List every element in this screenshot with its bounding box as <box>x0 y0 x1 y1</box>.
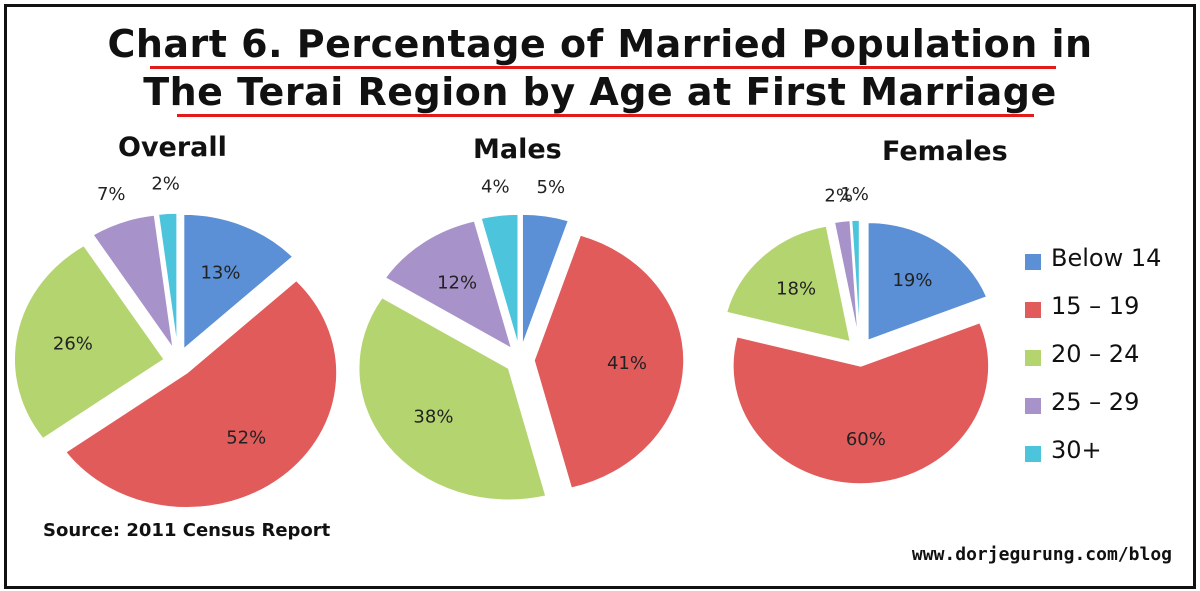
pie-males: 5% 41% 38% 12% 4% <box>357 176 685 501</box>
title-underline-2 <box>177 114 1034 117</box>
legend-label-20-24: 20 – 24 <box>1051 340 1140 368</box>
source-note: Source: 2011 Census Report <box>43 520 331 541</box>
pie1-slice-20-24 <box>357 296 547 501</box>
pie2-slice-20-24 <box>725 225 852 343</box>
pie2-label-20-24: 18% <box>776 278 816 299</box>
pie2-slice-25-29 <box>833 219 859 339</box>
pie2-label-30plus: 1% <box>840 184 869 205</box>
pie0-slice-25-29 <box>91 214 175 350</box>
pie-title-overall: Overall <box>118 132 227 163</box>
pie0-label-30plus: 2% <box>151 174 180 195</box>
pie2-label-25-29: 2% <box>824 185 853 206</box>
pie0-slice-15-19 <box>64 279 338 509</box>
pie0-slice-20-24 <box>13 244 166 440</box>
legend-swatch-25-29 <box>1025 398 1041 414</box>
pie1-label-15-19: 41% <box>607 353 647 374</box>
legend-label-15-19: 15 – 19 <box>1051 292 1140 320</box>
pie2-slice-30plus <box>850 219 861 339</box>
pie-overall: 13% 52% 26% 7% 2% <box>13 174 338 509</box>
pie1-slice-30plus <box>479 213 519 347</box>
legend-label-25-29: 25 – 29 <box>1051 388 1140 416</box>
pie2-label-15-19: 60% <box>846 429 886 450</box>
title-underline-1 <box>150 66 1056 69</box>
legend-label-below14: Below 14 <box>1051 244 1162 272</box>
pie1-slice-15-19 <box>533 233 685 490</box>
pie2-label-below14: 19% <box>892 270 932 291</box>
legend-swatch-below14 <box>1025 254 1041 270</box>
pie1-label-20-24: 38% <box>413 406 453 427</box>
pie2-slice-15-19 <box>732 321 990 485</box>
pie2-slice-below14 <box>867 221 988 342</box>
legend-swatch-30plus <box>1025 446 1041 462</box>
pie1-label-30plus: 4% <box>481 176 510 197</box>
pie-title-females: Females <box>882 136 1008 167</box>
chart-title-line1: Chart 6. Percentage of Married Populatio… <box>107 22 1093 66</box>
pie0-slice-below14 <box>182 213 295 351</box>
pie0-label-25-29: 7% <box>97 184 126 205</box>
pie1-label-below14: 5% <box>537 177 566 198</box>
legend-swatch-15-19 <box>1025 302 1041 318</box>
legend-swatch-20-24 <box>1025 350 1041 366</box>
pie1-slice-below14 <box>521 213 570 347</box>
pie-title-males: Males <box>473 134 562 165</box>
legend-label-30plus: 30+ <box>1051 436 1102 464</box>
pie0-label-15-19: 52% <box>226 427 266 448</box>
pie0-label-20-24: 26% <box>53 334 93 355</box>
pie-females: 19% 60% 18% 2%1% <box>725 184 990 485</box>
chart-title-line2: The Terai Region by Age at First Marriag… <box>143 70 1057 114</box>
website-url: www.dorjegurung.com/blog <box>911 544 1172 565</box>
pie0-label-below14: 13% <box>200 262 240 283</box>
pie0-slice-30plus <box>157 212 178 349</box>
pie1-label-25-29: 12% <box>437 272 477 293</box>
pie1-slice-25-29 <box>384 219 514 351</box>
